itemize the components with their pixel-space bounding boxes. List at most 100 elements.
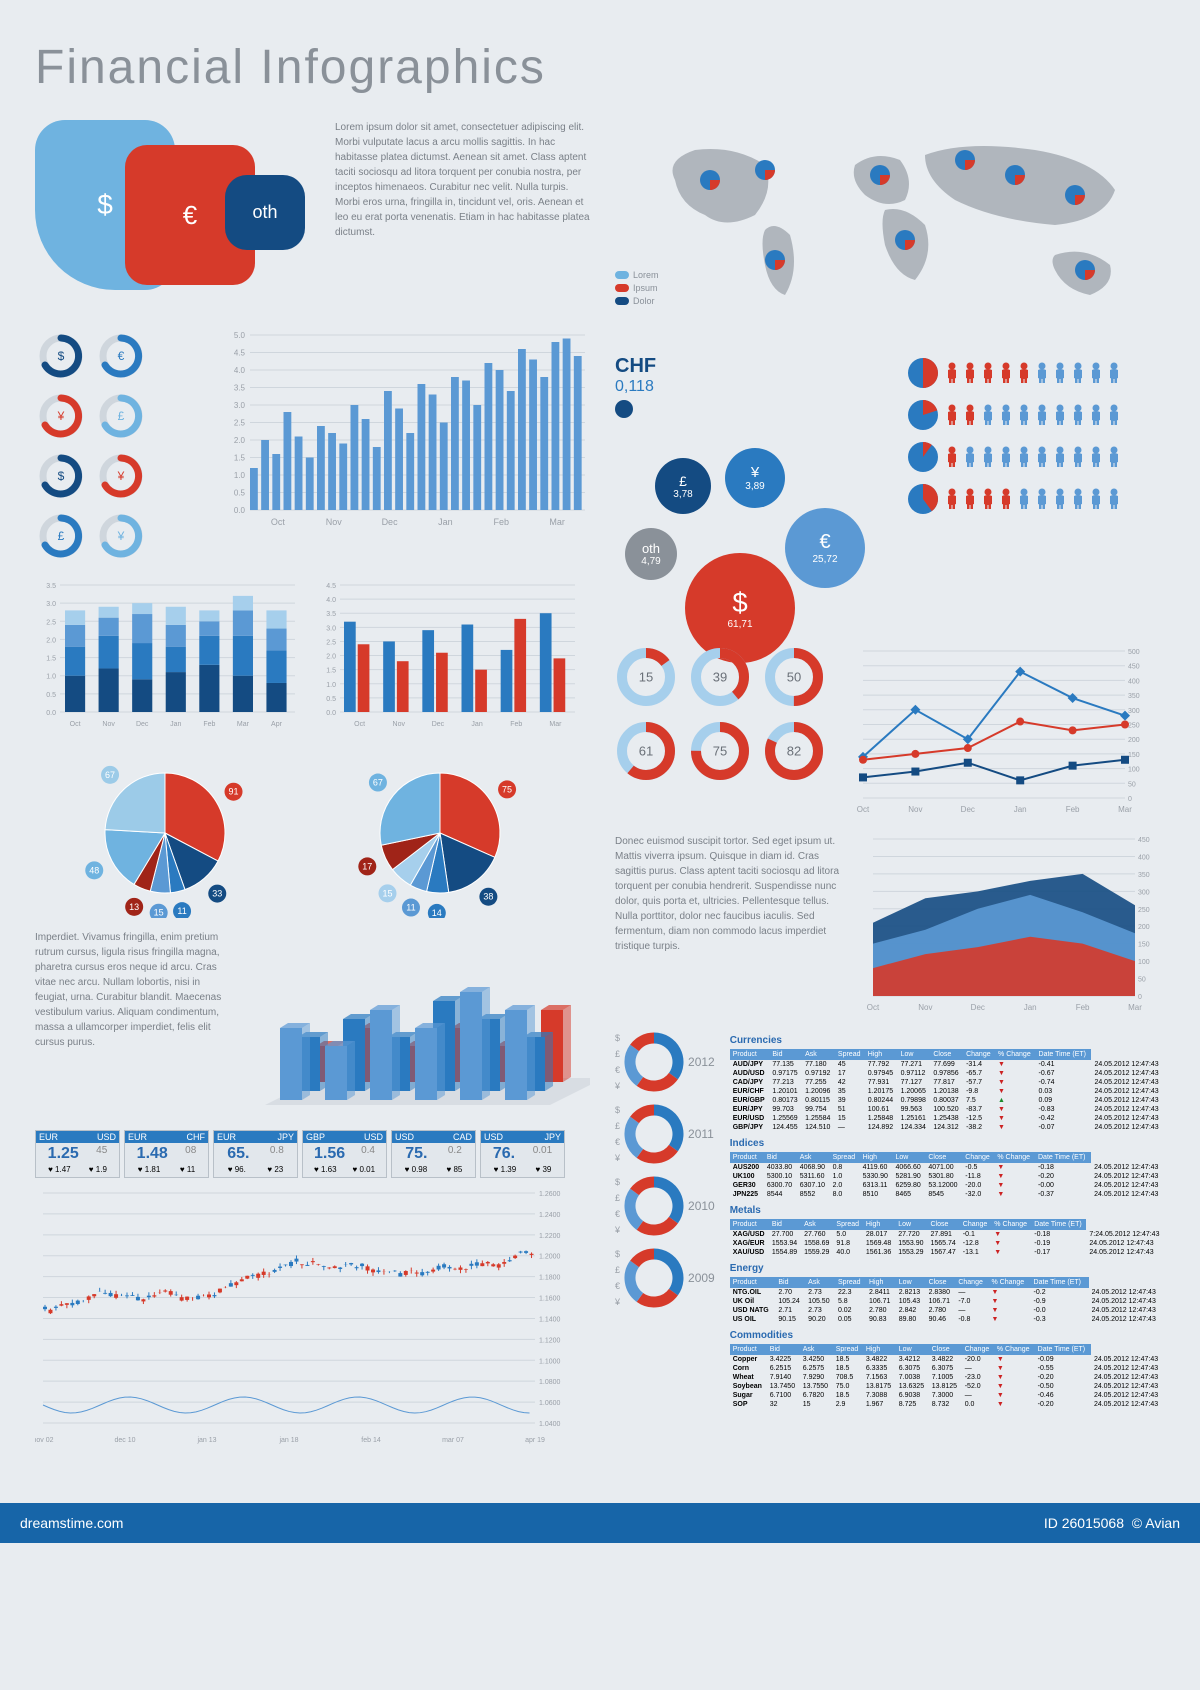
table-row: AUD/USD0.971750.97192170.979450.971120.9… bbox=[730, 1069, 1165, 1078]
percentage-donut: 50 bbox=[763, 646, 825, 708]
table-row: XAU/USD1554.891559.2940.01561.361553.291… bbox=[730, 1248, 1165, 1257]
svg-text:0.5: 0.5 bbox=[234, 489, 246, 498]
chf-value: 0,118 bbox=[615, 378, 885, 396]
world-map-section: LoremIpsumDolor bbox=[615, 120, 1165, 340]
svg-text:$: $ bbox=[58, 349, 65, 363]
table-title: Indices bbox=[730, 1138, 1165, 1149]
svg-text:1.1200: 1.1200 bbox=[539, 1337, 561, 1344]
svg-text:Mar: Mar bbox=[1118, 805, 1132, 814]
svg-text:350: 350 bbox=[1128, 693, 1140, 700]
svg-text:350: 350 bbox=[1138, 872, 1150, 879]
svg-text:0.0: 0.0 bbox=[326, 710, 336, 717]
svg-text:14: 14 bbox=[432, 908, 442, 918]
person-icon bbox=[999, 362, 1013, 384]
svg-text:5.0: 5.0 bbox=[234, 331, 246, 340]
table-title: Metals bbox=[730, 1205, 1165, 1216]
mini-pie-icon bbox=[905, 355, 941, 391]
person-icon bbox=[1089, 488, 1103, 510]
person-icon bbox=[945, 404, 959, 426]
chf-label: CHF bbox=[615, 355, 885, 378]
svg-text:Jan: Jan bbox=[471, 721, 482, 728]
svg-text:1.1600: 1.1600 bbox=[539, 1296, 561, 1303]
pictogram-row bbox=[905, 481, 1165, 517]
table-row: JPN225854485528.0851084658545-32.0▼-0.37… bbox=[730, 1190, 1165, 1199]
people-pictogram bbox=[905, 355, 1165, 628]
table-row: UK1005300.105311.601.05330.905281.905301… bbox=[730, 1172, 1165, 1181]
currency-blob: oth bbox=[225, 175, 305, 250]
svg-text:Oct: Oct bbox=[271, 517, 286, 527]
year-donut: $£€¥2010 bbox=[615, 1176, 715, 1236]
svg-text:67: 67 bbox=[105, 770, 115, 780]
currency-arc-icon: $ bbox=[35, 450, 87, 502]
svg-text:Feb: Feb bbox=[1066, 805, 1080, 814]
table-row: SOP32152.91.9678.7258.7320.0▼-0.2024.05.… bbox=[730, 1400, 1165, 1409]
svg-text:jan 13: jan 13 bbox=[196, 1437, 216, 1444]
svg-text:Nov: Nov bbox=[918, 1003, 932, 1012]
svg-text:3.5: 3.5 bbox=[46, 583, 56, 590]
person-icon bbox=[1017, 404, 1031, 426]
person-icon bbox=[999, 446, 1013, 468]
currency-arc-icon: ¥ bbox=[35, 390, 87, 442]
svg-text:48: 48 bbox=[89, 865, 99, 875]
svg-text:Mar: Mar bbox=[549, 721, 562, 728]
svg-text:67: 67 bbox=[373, 778, 383, 788]
data-table: ProductBidAskSpreadHighLowCloseChange% C… bbox=[730, 1152, 1165, 1199]
percentage-donut: 82 bbox=[763, 720, 825, 782]
svg-text:1.5: 1.5 bbox=[326, 668, 336, 675]
svg-text:3.5: 3.5 bbox=[326, 611, 336, 618]
person-icon bbox=[999, 488, 1013, 510]
mini-pie-icon bbox=[905, 481, 941, 517]
line-chart: 050100150200250300350400450500OctNovDecJ… bbox=[855, 646, 1155, 816]
svg-text:Nov: Nov bbox=[393, 721, 406, 728]
svg-text:100: 100 bbox=[1138, 959, 1150, 966]
svg-text:1.5: 1.5 bbox=[234, 454, 246, 463]
svg-text:1.1800: 1.1800 bbox=[539, 1275, 561, 1282]
bar-3d-chart bbox=[250, 930, 590, 1120]
table-row: AUD/JPY77.13577.1804577.79277.27177.699-… bbox=[730, 1060, 1165, 1069]
person-icon bbox=[945, 362, 959, 384]
person-icon bbox=[981, 362, 995, 384]
table-title: Energy bbox=[730, 1263, 1165, 1274]
svg-text:75: 75 bbox=[502, 784, 512, 794]
svg-text:3.0: 3.0 bbox=[46, 601, 56, 608]
svg-text:Dec: Dec bbox=[961, 805, 975, 814]
person-icon bbox=[945, 446, 959, 468]
svg-text:250: 250 bbox=[1128, 723, 1140, 730]
fx-pair-boxes: EURUSD1.2545♥ 1.47♥ 1.9EURCHF1.4808♥ 1.8… bbox=[35, 1130, 590, 1178]
year-donut: $£€¥2009 bbox=[615, 1248, 715, 1308]
intro-text: Lorem ipsum dolor sit amet, consectetuer… bbox=[335, 120, 590, 310]
year-donut: $£€¥2011 bbox=[615, 1104, 715, 1164]
svg-text:38: 38 bbox=[483, 892, 493, 902]
svg-text:3.5: 3.5 bbox=[234, 384, 246, 393]
svg-text:Oct: Oct bbox=[867, 1003, 880, 1012]
fx-pair-box: EURCHF1.4808♥ 1.81♥ 11 bbox=[124, 1130, 209, 1178]
pictogram-row bbox=[905, 439, 1165, 475]
svg-text:1.0: 1.0 bbox=[46, 674, 56, 681]
svg-text:500: 500 bbox=[1128, 649, 1140, 656]
svg-text:Dec: Dec bbox=[382, 517, 399, 527]
pie-chart-2: 75381411151767 bbox=[310, 748, 570, 918]
person-icon bbox=[1071, 488, 1085, 510]
svg-text:11: 11 bbox=[406, 903, 415, 913]
left-column: $€oth Lorem ipsum dolor sit amet, consec… bbox=[35, 120, 590, 1453]
svg-text:$: $ bbox=[58, 469, 65, 483]
map-legend: LoremIpsumDolor bbox=[615, 270, 659, 306]
svg-text:¥: ¥ bbox=[117, 469, 125, 483]
svg-text:Mar: Mar bbox=[549, 517, 565, 527]
svg-text:nov 02: nov 02 bbox=[35, 1437, 54, 1444]
person-icon bbox=[1089, 404, 1103, 426]
table-row: AUS2004033.804068.900.84119.604066.60407… bbox=[730, 1163, 1165, 1172]
person-icon bbox=[999, 404, 1013, 426]
svg-text:Oct: Oct bbox=[70, 721, 81, 728]
data-table: ProductBidAskSpreadHighLowCloseChange% C… bbox=[730, 1344, 1165, 1409]
year-donuts: $£€¥2012$£€¥2011$£€¥2010$£€¥2009 bbox=[615, 1032, 715, 1415]
currency-arc-icon: £ bbox=[95, 390, 147, 442]
svg-text:Mar: Mar bbox=[237, 721, 250, 728]
svg-text:1.5: 1.5 bbox=[46, 656, 56, 663]
table-row: USD NATG2.712.730.022.7802.8422.780—▼-0.… bbox=[730, 1306, 1165, 1315]
svg-text:300: 300 bbox=[1138, 889, 1150, 896]
footer: dreamstime.com ID 26015068 © Avian bbox=[0, 1503, 1200, 1543]
person-icon bbox=[981, 488, 995, 510]
table-row: Wheat7.91407.9290708.57.15637.00387.1005… bbox=[730, 1373, 1165, 1382]
svg-text:4.5: 4.5 bbox=[326, 583, 336, 590]
